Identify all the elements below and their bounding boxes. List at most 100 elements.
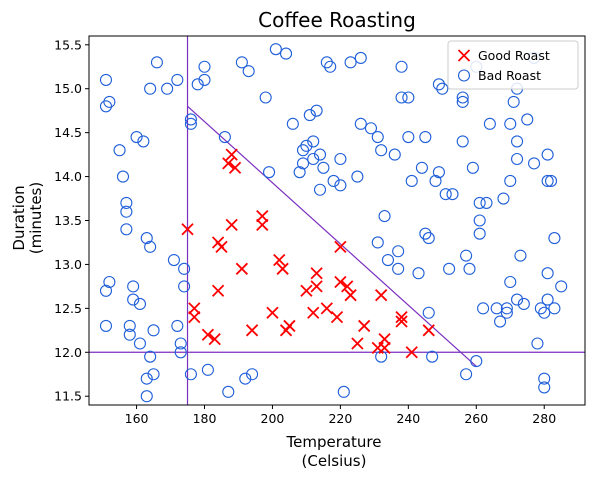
bad-roast-point — [490, 302, 503, 315]
bad-roast-point — [120, 223, 133, 236]
bad-roast-point — [402, 91, 415, 104]
y-tick-label: 14.0 — [54, 169, 82, 184]
bad-roast-point — [470, 355, 483, 368]
bad-roast-point — [432, 78, 445, 91]
bad-roast-point — [415, 161, 428, 174]
bad-roast-point — [446, 188, 459, 201]
bad-roast-point — [460, 368, 473, 381]
bad-roast-point — [120, 205, 133, 218]
bad-roast-point — [443, 262, 456, 275]
y-tick-label: 15.0 — [54, 81, 82, 96]
bad-roast-point — [144, 240, 157, 253]
bad-roast-point — [144, 350, 157, 363]
bad-roast-point — [477, 302, 490, 315]
bad-roast-point — [337, 385, 350, 398]
bad-roast-point — [116, 170, 130, 183]
bad-roast-point — [184, 113, 197, 126]
good-roast-point — [405, 346, 418, 359]
bad-roast-point — [198, 60, 211, 73]
bad-roast-point — [531, 337, 544, 350]
y-tick-label: 12.5 — [54, 301, 82, 316]
good-roast-point — [201, 328, 215, 341]
legend-good-roast-marker — [457, 49, 471, 62]
bad-roast-point — [371, 236, 384, 249]
y-tick-label: 14.5 — [54, 125, 82, 140]
bad-roast-point — [473, 227, 486, 240]
bad-roast-point — [402, 130, 415, 144]
bad-roast-point — [307, 135, 320, 148]
bad-roast-point — [344, 56, 357, 69]
bad-roast-point — [191, 78, 204, 91]
good-roast-point — [181, 223, 194, 236]
x-axis-sublabel: (Celsius) — [302, 452, 367, 470]
bad-roast-point — [286, 117, 299, 130]
good-roast-point — [422, 324, 435, 337]
bad-roast-point — [426, 350, 439, 363]
good-roast-point — [256, 209, 269, 223]
bad-roast-point — [174, 346, 187, 359]
bad-roast-point — [439, 188, 452, 201]
bad-roast-point — [538, 372, 551, 385]
bad-roast-point — [548, 302, 561, 315]
good-roast-point — [215, 240, 228, 253]
good-roast-point — [358, 319, 371, 333]
x-tick-label: 260 — [464, 411, 488, 426]
bad-roast-point — [354, 117, 367, 130]
bad-roast-point — [178, 280, 191, 293]
bad-roast-point — [259, 91, 272, 104]
good-roast-point — [266, 306, 279, 319]
legend-bad-roast-marker — [457, 69, 471, 82]
bad-roast-point — [494, 315, 507, 328]
axes-frame — [88, 35, 586, 406]
bad-roast-point — [296, 157, 310, 170]
bad-roast-point — [293, 166, 306, 179]
bad-roast-point — [140, 372, 153, 385]
chart-title: Coffee Roasting — [258, 8, 416, 32]
bad-roast-point — [351, 170, 364, 183]
bad-roast-point — [429, 174, 442, 188]
bad-roast-point — [500, 306, 513, 319]
bad-roast-point — [120, 196, 133, 209]
y-axis-label: Duration — [10, 185, 28, 250]
bad-roast-point — [99, 73, 113, 86]
good-roast-point — [273, 253, 286, 267]
bad-roast-point — [480, 196, 493, 209]
legend-bad-roast-label: Bad Roast — [478, 68, 541, 83]
legend: Good Roast Bad Roast — [447, 40, 579, 90]
bad-roast-point — [171, 73, 184, 86]
bad-roast-point — [456, 135, 469, 148]
bad-roast-point — [239, 372, 252, 385]
bad-roast-point — [303, 109, 316, 122]
good-roast-point — [334, 240, 347, 253]
good-roast-point — [276, 262, 289, 275]
bad-roast-point — [460, 249, 473, 262]
bad-roast-point — [150, 56, 163, 69]
good-roast-point — [225, 148, 238, 161]
bad-roast-point — [504, 174, 517, 188]
bad-roast-point — [500, 302, 513, 315]
legend-box — [447, 40, 579, 90]
bad-roast-point — [99, 100, 113, 113]
bad-roast-point — [541, 148, 554, 161]
bad-roast-point — [99, 284, 113, 297]
bad-roast-point — [473, 214, 486, 227]
bad-roast-point — [307, 152, 320, 166]
y-tick-label: 11.5 — [54, 389, 82, 404]
bad-roast-point — [538, 306, 551, 319]
good-roast-point — [310, 267, 323, 280]
bad-roast-point — [466, 161, 479, 174]
bad-roast-point — [140, 232, 153, 245]
bad-roast-point — [521, 113, 534, 126]
bad-roast-point — [167, 253, 180, 267]
bad-roast-point — [541, 267, 554, 280]
good-roast-point — [225, 218, 238, 232]
good-roast-point — [320, 302, 333, 315]
legend-good-roast-label: Good Roast — [478, 48, 550, 63]
bad-roast-point — [555, 280, 568, 293]
good-roast-point — [378, 341, 391, 355]
good-roast-point — [283, 319, 296, 333]
y-tick-label: 13.5 — [54, 213, 82, 228]
good-roast-point — [330, 311, 344, 324]
bad-roast-point — [381, 253, 395, 267]
bad-roast-point — [419, 227, 432, 240]
